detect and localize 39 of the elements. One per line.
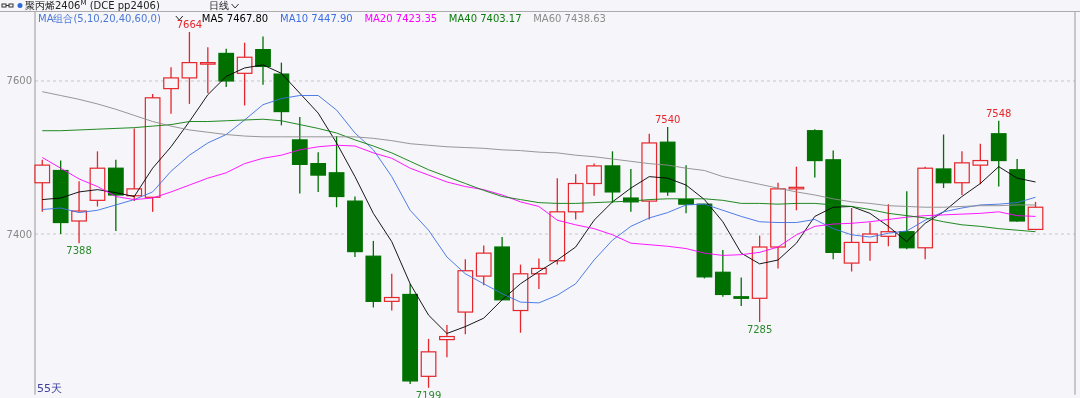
- candlestick: [733, 276, 750, 307]
- candlestick: [972, 143, 989, 185]
- annotation: 55天: [37, 382, 62, 395]
- candlestick: [310, 151, 327, 193]
- candlestick: [935, 133, 952, 189]
- candlestick: [163, 66, 179, 115]
- y-tick-label: 7600: [6, 75, 32, 87]
- line-series: [41, 95, 1036, 304]
- text: MA40 7403.17: [448, 13, 522, 24]
- candlestick: [328, 135, 345, 208]
- text: MA20 7423.35: [364, 13, 438, 24]
- chart-subtitle: 日线: [208, 0, 229, 11]
- annotation: 7285: [746, 324, 773, 336]
- text: MA10 7447.90: [280, 13, 353, 24]
- annotation: 7664: [176, 19, 203, 30]
- candlestick: [236, 42, 253, 107]
- candlestick: [678, 164, 694, 214]
- annotation: 7540: [654, 113, 681, 125]
- candlestick: [586, 162, 602, 197]
- annotation: 7388: [66, 245, 92, 257]
- annotation: 7548: [986, 107, 1012, 119]
- candlestick: [199, 46, 216, 94]
- candlestick: [843, 207, 860, 273]
- candlestick: [181, 31, 198, 105]
- chart-title: 聚丙烯2406$^{M}$ (DCE pp2406): [25, 0, 160, 11]
- annotation: 7199: [415, 389, 442, 398]
- text: MA5 7467.80: [201, 13, 269, 24]
- candlestick: [439, 324, 455, 358]
- candlestick: [34, 159, 51, 213]
- candlestick: [788, 166, 805, 211]
- candlestick: [475, 244, 492, 286]
- candlestick: [954, 150, 970, 196]
- candlestick: [71, 180, 87, 244]
- text: MA60 7438.63: [533, 13, 606, 24]
- candlestick: [383, 273, 400, 312]
- candlestick: [255, 35, 271, 86]
- candlestick: [714, 249, 731, 298]
- annotation: MA组合(5,10,20,40,60,0): [38, 13, 161, 24]
- y-tick-label: 7400: [6, 228, 32, 240]
